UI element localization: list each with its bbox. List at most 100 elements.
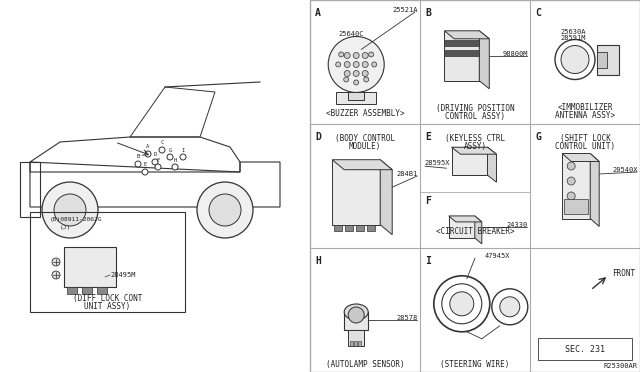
Text: 98800M: 98800M — [502, 51, 528, 57]
Text: 25521A: 25521A — [392, 7, 418, 13]
Text: (DIFF LOCK CONT: (DIFF LOCK CONT — [73, 294, 142, 302]
Circle shape — [450, 292, 474, 316]
Text: ANTENNA ASSY>: ANTENNA ASSY> — [555, 112, 615, 121]
Circle shape — [155, 164, 161, 170]
Bar — [564, 199, 588, 214]
Circle shape — [353, 52, 359, 58]
Bar — [597, 51, 607, 68]
Circle shape — [172, 164, 178, 170]
Text: I: I — [181, 148, 184, 153]
Bar — [310, 0, 640, 372]
Text: (SHIFT LOCK: (SHIFT LOCK — [559, 134, 611, 142]
Bar — [336, 93, 376, 105]
Circle shape — [197, 182, 253, 238]
Bar — [64, 247, 116, 287]
Polygon shape — [479, 31, 490, 89]
Circle shape — [362, 61, 368, 67]
Circle shape — [54, 194, 86, 226]
Text: G: G — [168, 148, 172, 153]
Polygon shape — [380, 160, 392, 235]
Bar — [597, 45, 619, 74]
Circle shape — [354, 80, 358, 85]
Bar — [20, 162, 40, 217]
Text: F: F — [156, 157, 159, 163]
Circle shape — [362, 70, 368, 77]
Bar — [332, 160, 380, 225]
Polygon shape — [475, 216, 482, 244]
Circle shape — [372, 62, 377, 67]
Text: <CIRCUIT BREAKER>: <CIRCUIT BREAKER> — [436, 228, 515, 237]
Circle shape — [348, 307, 364, 323]
Text: 25640C: 25640C — [338, 32, 364, 38]
Polygon shape — [590, 154, 599, 227]
Bar — [67, 287, 77, 294]
Text: (DRIVING POSITION: (DRIVING POSITION — [436, 103, 515, 112]
Text: A: A — [315, 8, 321, 18]
Text: G: G — [535, 132, 541, 142]
Text: ASSY): ASSY) — [463, 141, 486, 151]
Circle shape — [500, 297, 520, 317]
Circle shape — [567, 192, 575, 200]
Circle shape — [52, 258, 60, 266]
Text: R25300AR: R25300AR — [604, 363, 638, 369]
Circle shape — [167, 154, 173, 160]
Bar — [345, 225, 353, 231]
Circle shape — [209, 194, 241, 226]
Circle shape — [561, 45, 589, 74]
Circle shape — [362, 52, 368, 58]
Text: (J): (J) — [60, 225, 71, 231]
Text: <IMMOBILIZER: <IMMOBILIZER — [557, 103, 612, 112]
Text: CONTROL ASSY): CONTROL ASSY) — [445, 112, 505, 121]
Circle shape — [142, 169, 148, 175]
Polygon shape — [562, 154, 599, 161]
Text: 20540X: 20540X — [612, 167, 638, 173]
Circle shape — [353, 61, 359, 67]
Text: E: E — [425, 132, 431, 142]
Text: UNIT ASSY): UNIT ASSY) — [84, 301, 131, 311]
Circle shape — [159, 147, 165, 153]
Bar — [444, 50, 479, 56]
Text: <BUZZER ASSEMBLY>: <BUZZER ASSEMBLY> — [326, 109, 404, 119]
Bar — [451, 147, 488, 175]
Circle shape — [42, 182, 98, 238]
Polygon shape — [332, 160, 392, 170]
Bar — [97, 287, 107, 294]
Text: B: B — [425, 8, 431, 18]
Text: 284B1: 284B1 — [397, 171, 418, 177]
Circle shape — [344, 70, 350, 77]
Bar — [348, 93, 364, 100]
Text: FRONT: FRONT — [612, 269, 636, 278]
Bar — [82, 287, 92, 294]
Circle shape — [152, 159, 158, 165]
Bar — [562, 154, 590, 218]
Circle shape — [339, 52, 344, 57]
Circle shape — [52, 271, 60, 279]
Text: 28578: 28578 — [397, 315, 418, 321]
Bar — [538, 338, 632, 360]
Polygon shape — [449, 216, 482, 222]
Text: I: I — [425, 256, 431, 266]
Circle shape — [344, 61, 350, 67]
Circle shape — [567, 177, 575, 185]
Text: H: H — [315, 256, 321, 266]
Bar — [334, 225, 342, 231]
Bar — [444, 31, 479, 81]
Text: E: E — [143, 163, 147, 167]
Bar — [30, 212, 185, 312]
Text: (B)08911-2062G: (B)08911-2062G — [50, 218, 102, 222]
Bar — [350, 341, 353, 346]
Text: MODULE): MODULE) — [349, 141, 381, 151]
Text: 25630A: 25630A — [560, 29, 586, 35]
Text: D: D — [315, 132, 321, 142]
Circle shape — [567, 162, 575, 170]
Circle shape — [344, 52, 350, 58]
Polygon shape — [451, 147, 497, 154]
Text: F: F — [425, 196, 431, 206]
Circle shape — [180, 154, 186, 160]
Bar — [358, 341, 361, 346]
Text: 28595X: 28595X — [424, 160, 449, 166]
Text: 24330: 24330 — [507, 222, 528, 228]
Text: (STEERING WIRE): (STEERING WIRE) — [440, 359, 509, 369]
Circle shape — [344, 77, 349, 82]
Circle shape — [353, 70, 359, 77]
